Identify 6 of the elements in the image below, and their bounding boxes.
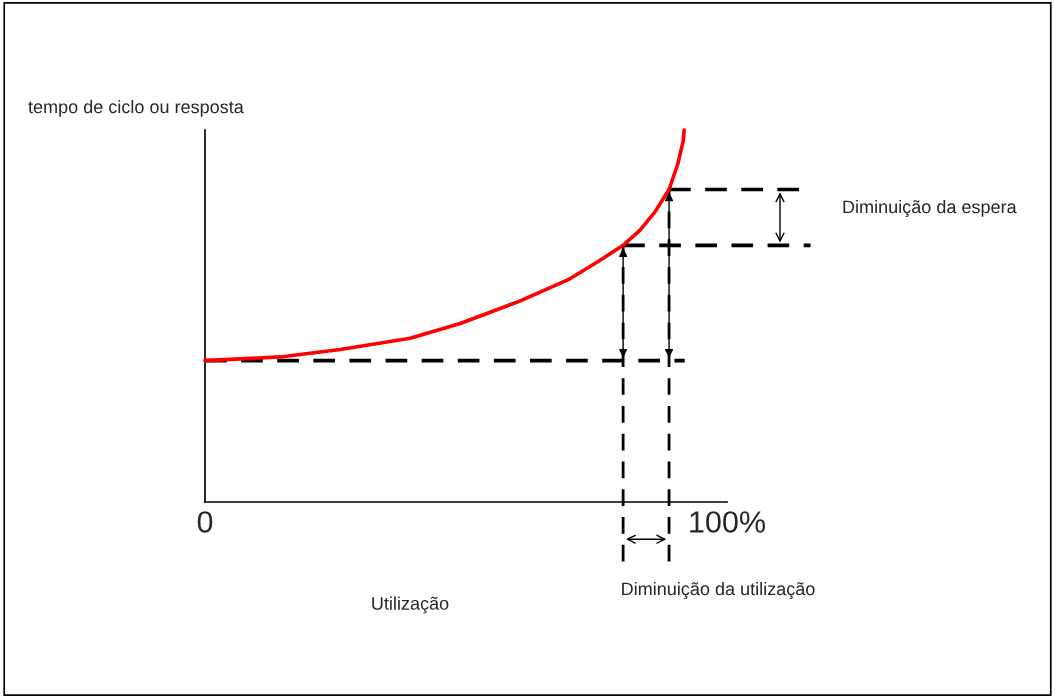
x-tick-label: 100% [690,511,765,533]
x-axis-title: Utilização [372,596,449,614]
x-tick-label: 0 [197,511,213,533]
text: Diminuição da espera [843,200,1017,217]
y-axis-title: tempo de ciclo ou resposta [28,100,244,117]
text: Diminuição da utilização [622,582,815,599]
